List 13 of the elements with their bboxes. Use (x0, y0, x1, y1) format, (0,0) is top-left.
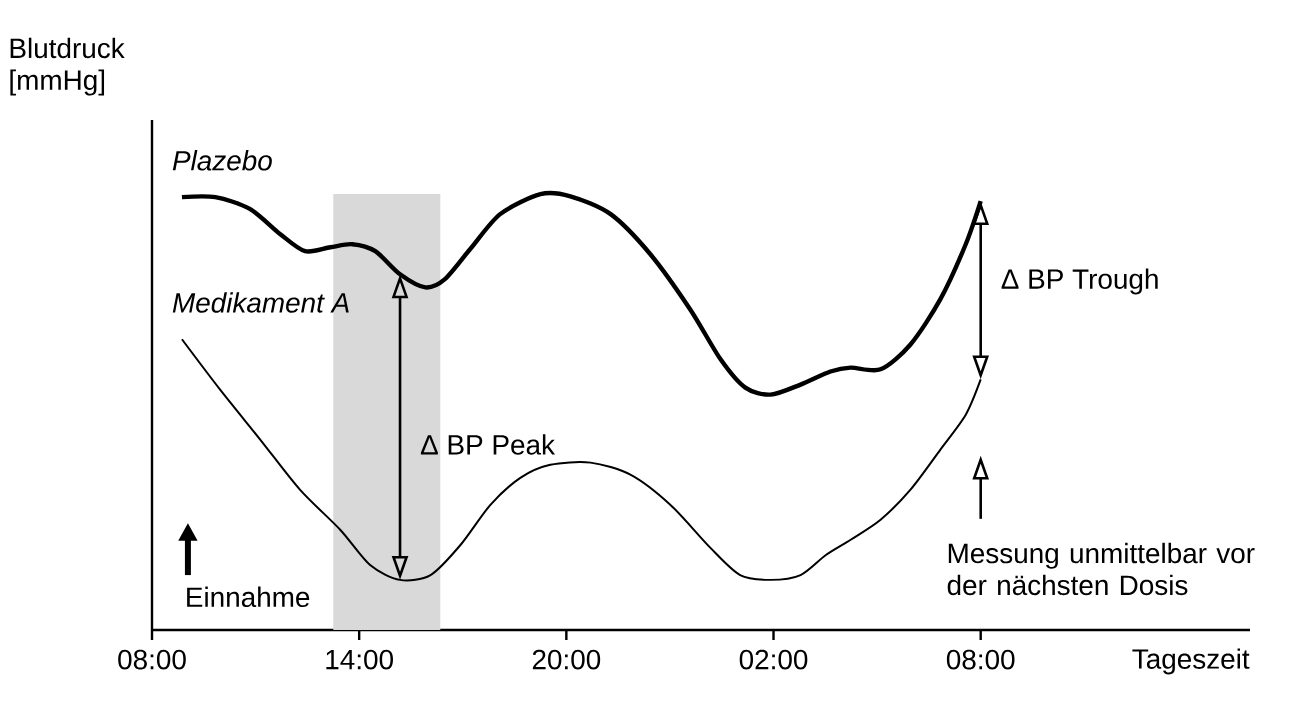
y-axis-title: Blutdruck [mmHg] (10, 37, 125, 96)
x-axis-title: Tageszeit (1132, 648, 1250, 675)
x-tick-label: 20:00 (532, 649, 601, 670)
legend-label: Medikament A (172, 292, 349, 313)
annotation: Einnahme (187, 586, 310, 608)
annotation: Δ BP Trough (1001, 268, 1158, 295)
x-tick-label: 02:00 (739, 649, 808, 670)
x-tick-label: 08:00 (946, 649, 1015, 670)
x-tick-label: 14:00 (326, 649, 393, 670)
annotation: Messung unmittelbar vor der nächsten Dosis (947, 542, 1255, 596)
x-tick-label: 08:00 (118, 649, 186, 670)
series-label: Plazebo (172, 150, 272, 171)
annotation: Δ BP Peak (420, 434, 556, 455)
